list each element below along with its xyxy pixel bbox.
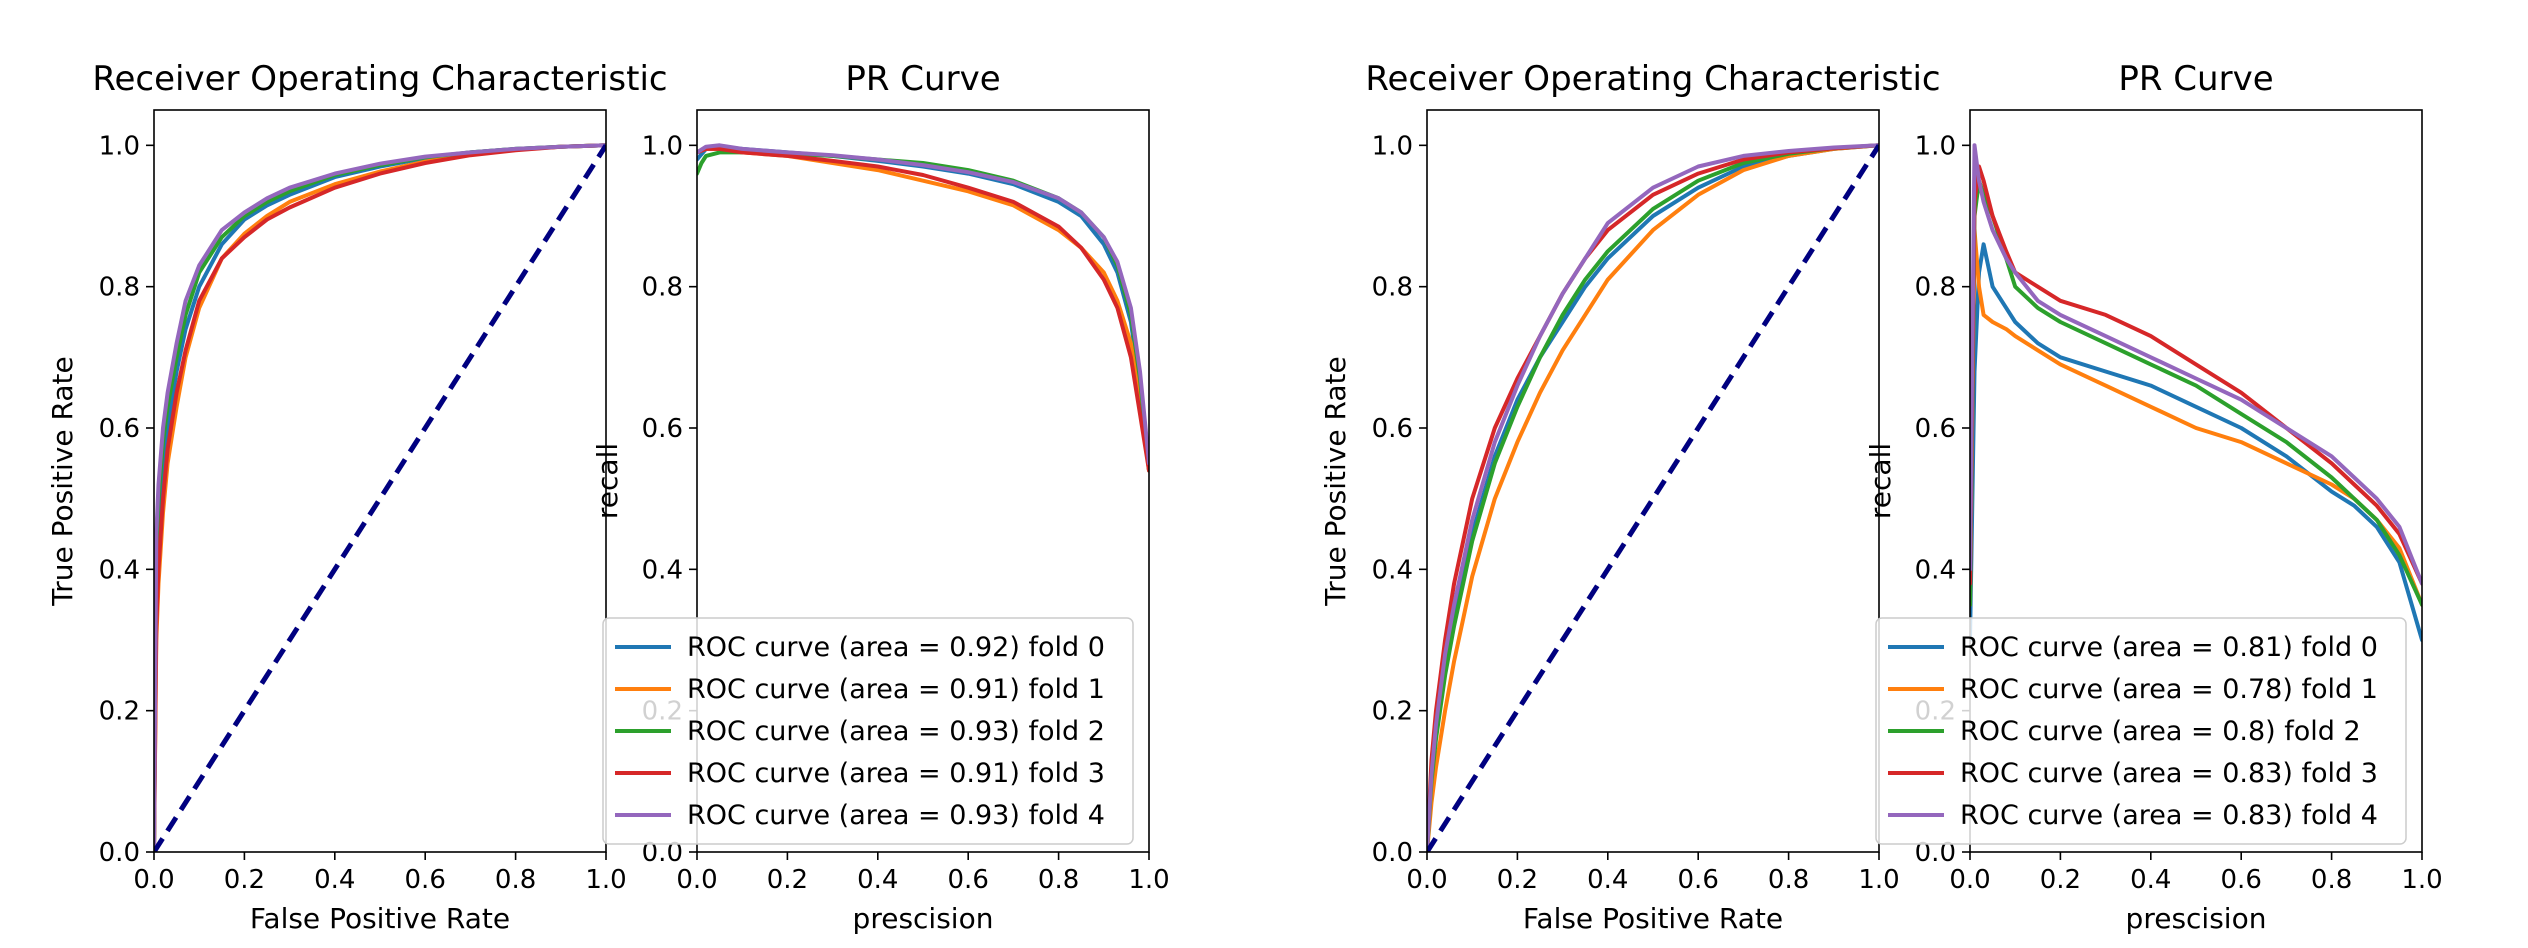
y-tick-label: 0.6 [1372,414,1413,444]
x-tick-label: 0.4 [314,865,355,895]
roc-chart-right: Receiver Operating Characteristic False … [1319,59,1941,935]
x-tick-label: 1.0 [585,865,626,895]
y-axis-label: recall [1864,443,1897,519]
pr-chart-left: PR Curve prescision recall 0.0 0.2 0.4 0.6 0… [591,59,1170,935]
y-tick-label: 0.6 [642,414,683,444]
y-axis-label: True Positive Rate [1319,356,1352,606]
x-tick-label: 0.0 [1406,865,1447,895]
chance-diagonal-line [1427,143,1879,852]
legend-label-fold-1: ROC curve (area = 0.91) fold 1 [687,674,1105,705]
legend-label-fold-2: ROC curve (area = 0.93) fold 2 [687,716,1105,747]
legend-box [1875,617,2407,845]
legend: ROC curve (area = 0.92) fold 0 ROC curve … [602,617,1134,845]
chart-title: Receiver Operating Characteristic [92,59,667,99]
legend: ROC curve (area = 0.81) fold 0 ROC curve … [1875,617,2407,845]
x-tick-label: 0.6 [2221,865,2262,895]
x-tick-label: 0.8 [1038,865,1079,895]
plot-frame [696,109,1150,853]
series-line-fold-0 [1970,242,2422,642]
x-axis-label: False Positive Rate [250,902,510,935]
y-tick-label: 1.0 [99,131,140,161]
series-line-fold-3 [1970,164,2422,586]
x-tick-label: 0.6 [948,865,989,895]
x-axis-label: False Positive Rate [1523,902,1783,935]
plot-frame [1969,109,2423,853]
x-tick-label: 0.4 [2130,865,2171,895]
y-tick-label: 0.4 [1915,555,1956,585]
y-tick-label: 1.0 [1372,131,1413,161]
x-tick-label: 0.2 [224,865,265,895]
x-tick-label: 0.4 [857,865,898,895]
legend-label-fold-0: ROC curve (area = 0.81) fold 0 [1960,632,2378,663]
chart-title: PR Curve [845,59,1000,99]
series-line-fold-4 [1427,143,1879,852]
y-tick-label: 1.0 [642,131,683,161]
y-tick-label: 0.4 [1372,555,1413,585]
plot-frame [153,109,607,853]
legend-label-fold-1: ROC curve (area = 0.78) fold 1 [1960,674,2378,705]
series-line-fold-4 [697,143,1149,466]
roc-chart-left: Receiver Operating Characteristic False … [46,59,668,935]
x-tick-label: 0.2 [1497,865,1538,895]
y-tick-label: 0.8 [99,273,140,303]
x-tick-label: 0.0 [676,865,717,895]
x-tick-label: 1.0 [1858,865,1899,895]
x-tick-label: 0.2 [767,865,808,895]
y-tick-label: 0.8 [1372,273,1413,303]
chart-title: Receiver Operating Characteristic [1365,59,1940,99]
legend-label-fold-0: ROC curve (area = 0.92) fold 0 [687,632,1105,663]
plot-frame [1426,109,1880,853]
legend-label-fold-4: ROC curve (area = 0.93) fold 4 [687,800,1105,831]
series-line-fold-3 [697,146,1149,473]
x-tick-label: 0.8 [1768,865,1809,895]
legend-label-fold-3: ROC curve (area = 0.83) fold 3 [1960,758,2378,789]
y-tick-label: 1.0 [1915,131,1956,161]
series-line-fold-1 [1427,143,1879,852]
y-tick-label: 0.4 [642,555,683,585]
x-tick-label: 0.8 [2311,865,2352,895]
y-axis-label: True Positive Rate [46,356,79,606]
y-tick-label: 0.4 [99,555,140,585]
pr-chart-right: PR Curve prescision recall 0.0 0.2 0.4 0.6 0… [1864,59,2443,935]
x-tick-label: 1.0 [1128,865,1169,895]
legend-label-fold-2: ROC curve (area = 0.8) fold 2 [1960,716,2361,747]
y-tick-label: 0.0 [99,838,140,868]
x-tick-label: 0.6 [1678,865,1719,895]
series-line-fold-4 [154,143,606,852]
y-tick-label: 0.2 [1372,697,1413,727]
x-tick-label: 0.8 [495,865,536,895]
y-tick-label: 0.6 [99,414,140,444]
y-tick-label: 0.2 [99,697,140,727]
x-tick-label: 0.0 [133,865,174,895]
chart-title: PR Curve [2118,59,2273,99]
y-tick-label: 0.8 [1915,273,1956,303]
y-axis-label: recall [591,443,624,519]
legend-label-fold-3: ROC curve (area = 0.91) fold 3 [687,758,1105,789]
x-axis-label: prescision [2126,902,2267,935]
y-tick-label: 0.6 [1915,414,1956,444]
chance-diagonal-line [154,143,606,852]
x-tick-label: 0.2 [2040,865,2081,895]
x-tick-label: 0.6 [405,865,446,895]
y-tick-label: 0.0 [1372,838,1413,868]
series-line-fold-3 [154,143,606,852]
x-axis-label: prescision [853,902,994,935]
x-tick-label: 1.0 [2401,865,2442,895]
series-line-fold-4 [1970,143,2422,586]
legend-box [602,617,1134,845]
legend-label-fold-4: ROC curve (area = 0.83) fold 4 [1960,800,2378,831]
series-line-fold-2 [1427,143,1879,852]
y-tick-label: 0.8 [642,273,683,303]
x-tick-label: 0.4 [1587,865,1628,895]
x-tick-label: 0.0 [1949,865,1990,895]
